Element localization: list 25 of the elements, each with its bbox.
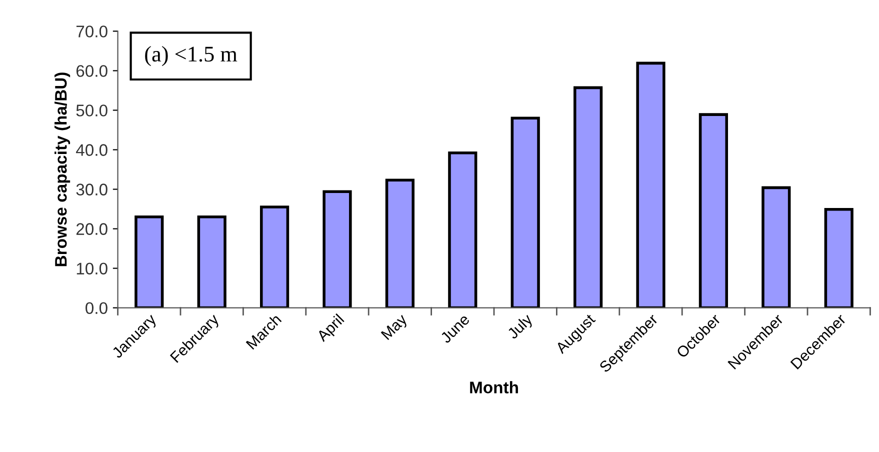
bar bbox=[448, 152, 478, 308]
bar bbox=[510, 116, 540, 308]
x-tick-label: May bbox=[380, 313, 410, 342]
y-tick-label: 30.0 bbox=[76, 184, 108, 196]
bar bbox=[824, 208, 854, 308]
y-tick-label: 40.0 bbox=[76, 144, 108, 156]
x-axis-title: Month bbox=[470, 381, 518, 394]
bar bbox=[636, 62, 666, 308]
x-tick-label: July bbox=[506, 312, 536, 342]
bar bbox=[698, 113, 728, 308]
bar bbox=[762, 186, 791, 308]
y-tick-label: 70.0 bbox=[76, 26, 108, 38]
bar bbox=[134, 216, 164, 308]
bar bbox=[385, 178, 414, 308]
bar bbox=[197, 216, 226, 308]
annotation: (a) <1.5 m bbox=[145, 46, 238, 66]
bar bbox=[573, 86, 603, 308]
y-tick-label: 10.0 bbox=[76, 262, 108, 274]
y-tick-label: 60.0 bbox=[76, 65, 108, 77]
y-axis-title: Browse capacity (ha/BU) bbox=[54, 72, 70, 266]
y-tick-label: 50.0 bbox=[76, 104, 108, 116]
bar bbox=[322, 190, 352, 308]
y-tick-label: 20.0 bbox=[76, 223, 108, 235]
y-tick-label: 0.0 bbox=[86, 302, 108, 314]
bar bbox=[260, 206, 290, 308]
